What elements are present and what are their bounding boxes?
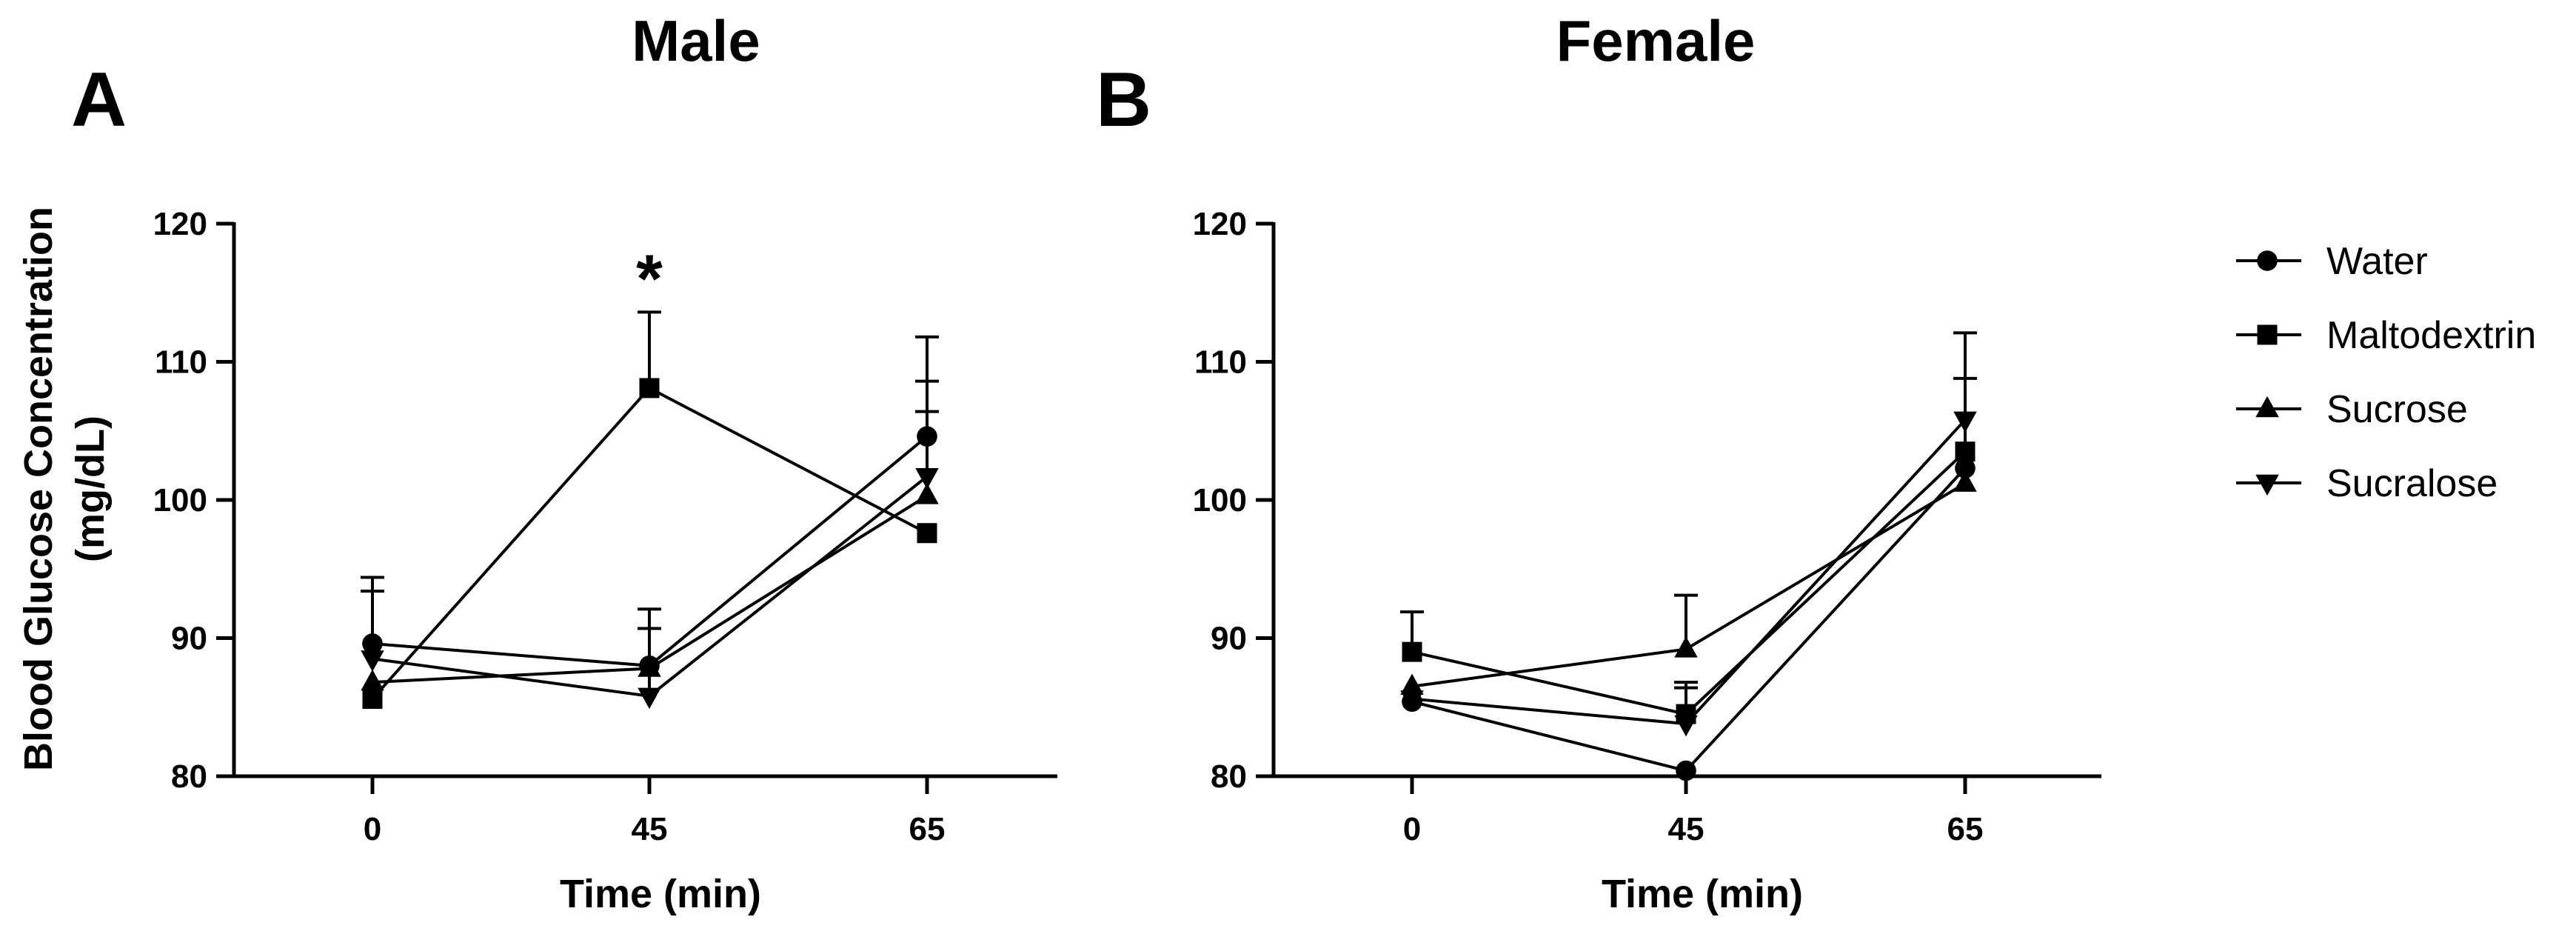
legend-label: Maltodextrin bbox=[2326, 314, 2536, 357]
legend-item-water: Water bbox=[2236, 240, 2428, 283]
significance-marker: * bbox=[636, 241, 663, 317]
legend-label: Water bbox=[2326, 240, 2428, 283]
y-tick-label: 120 bbox=[153, 206, 207, 242]
legend-marker bbox=[2257, 250, 2278, 271]
y-tick-label: 120 bbox=[1193, 206, 1247, 242]
panel-letter: A bbox=[71, 57, 127, 143]
series-line bbox=[1411, 418, 1967, 726]
x-tick-label: 45 bbox=[632, 811, 668, 847]
y-axis-title: (mg/dL) bbox=[68, 416, 113, 562]
y-tick-label: 90 bbox=[1211, 621, 1247, 657]
y-tick-label: 100 bbox=[153, 482, 207, 518]
data-point bbox=[1400, 673, 1424, 696]
legend: Water Maltodextrin Sucrose Sucralose bbox=[2236, 240, 2536, 505]
legend-item-sucrose: Sucrose bbox=[2236, 388, 2468, 431]
y-tick-label: 100 bbox=[1193, 482, 1247, 518]
data-point bbox=[362, 689, 383, 710]
y-tick-label: 90 bbox=[171, 621, 207, 657]
panel-title: Female bbox=[1556, 8, 1756, 73]
legend-marker bbox=[2255, 474, 2279, 496]
series-sucrose bbox=[1400, 470, 1977, 696]
x-axis-title: Time (min) bbox=[560, 872, 761, 916]
data-point bbox=[638, 687, 661, 710]
data-point bbox=[1953, 411, 1977, 433]
data-point bbox=[1955, 458, 1976, 478]
series-sucralose bbox=[1400, 331, 1977, 737]
data-point bbox=[1674, 636, 1698, 658]
y-tick-label: 80 bbox=[171, 758, 207, 795]
series-sucralose bbox=[361, 379, 939, 710]
legend-label: Sucralose bbox=[2326, 462, 2498, 505]
y-tick-label: 110 bbox=[1194, 344, 1247, 381]
legend-item-sucralose: Sucralose bbox=[2236, 462, 2498, 505]
data-point bbox=[915, 483, 939, 504]
series-maltodextrin bbox=[362, 310, 937, 710]
y-axis-title: Blood Glucose Concentration bbox=[16, 207, 61, 771]
y-tick-label: 80 bbox=[1211, 758, 1247, 795]
data-point bbox=[361, 650, 384, 672]
data-point bbox=[917, 523, 937, 544]
series-water bbox=[1402, 458, 1976, 781]
x-tick-label: 65 bbox=[1947, 811, 1984, 847]
legend-item-maltodextrin: Maltodextrin bbox=[2236, 314, 2536, 357]
panel-b-female: B Female 80 90 100 110 120 0 45 65 Time (min) bbox=[1096, 8, 2101, 916]
x-tick-label: 45 bbox=[1668, 811, 1704, 847]
panel-a-male: A Male 80 90 100 110 120 0 45 65 Time (min) Blood G… bbox=[16, 8, 1057, 916]
data-point bbox=[1953, 470, 1977, 492]
x-tick-label: 65 bbox=[909, 811, 946, 847]
x-tick-label: 0 bbox=[364, 811, 381, 847]
data-point bbox=[1676, 760, 1696, 781]
y-tick-label: 110 bbox=[155, 344, 207, 381]
x-tick-label: 0 bbox=[1403, 811, 1421, 847]
data-point bbox=[1674, 715, 1698, 737]
legend-marker bbox=[2257, 324, 2278, 345]
panel-title: Male bbox=[632, 8, 760, 73]
data-point bbox=[361, 669, 384, 691]
legend-label: Sucrose bbox=[2326, 388, 2468, 431]
panel-letter: B bbox=[1096, 57, 1151, 143]
data-point bbox=[915, 468, 939, 490]
data-point bbox=[639, 378, 660, 398]
data-point bbox=[1400, 690, 1424, 712]
data-point bbox=[1955, 441, 1976, 462]
legend-marker bbox=[2255, 396, 2279, 418]
data-point bbox=[1402, 641, 1422, 662]
x-axis-title: Time (min) bbox=[1602, 872, 1803, 916]
